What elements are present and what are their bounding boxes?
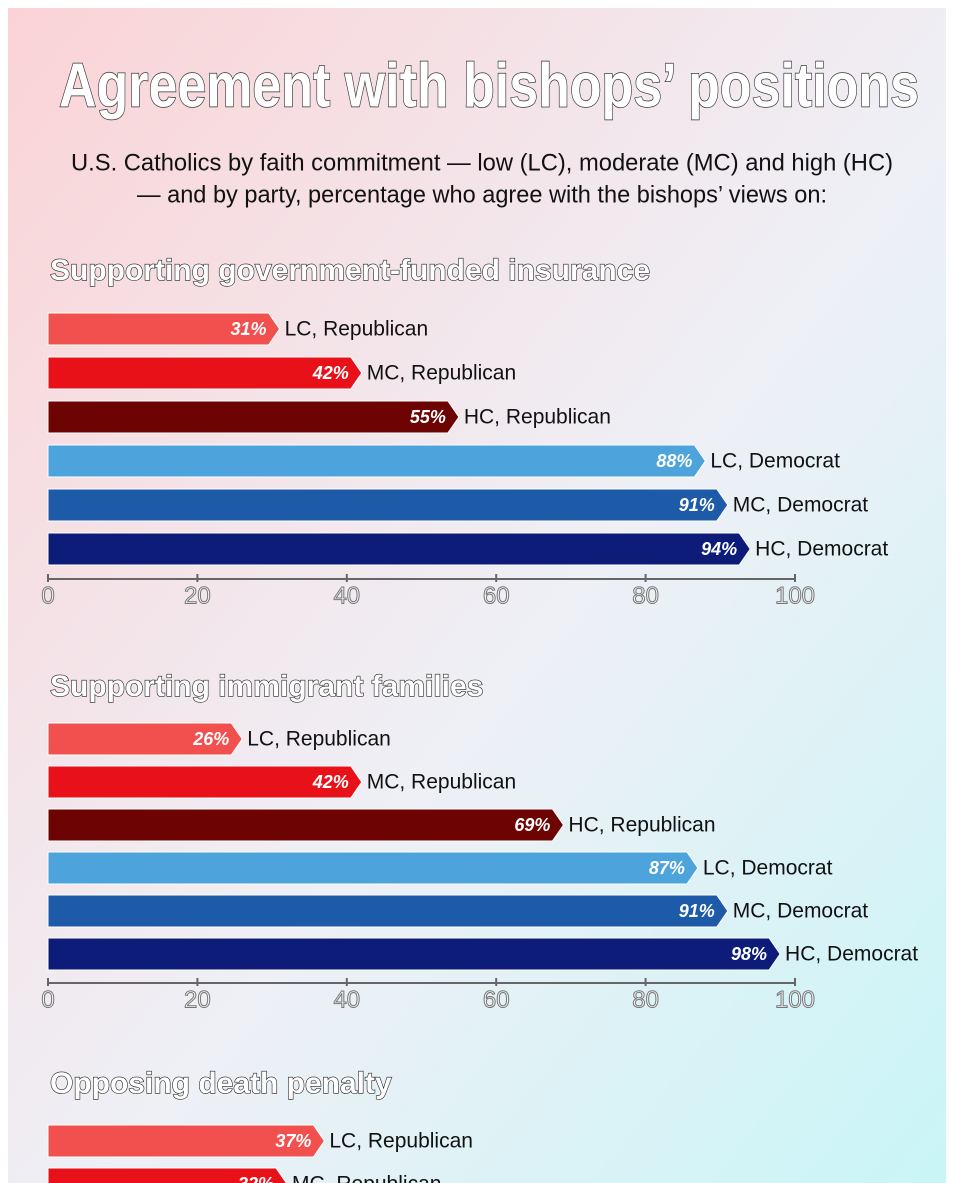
chart-title: Opposing death penalty [50,1067,392,1100]
bar [47,356,363,390]
category-label: MC, Republican [292,1173,441,1183]
value-label: 37% [275,1131,311,1151]
bar [47,532,751,566]
x-tick-label: 40 [333,986,360,1013]
value-label: 32% [238,1174,274,1183]
x-tick-label: 40 [333,582,360,609]
value-label: 69% [514,815,550,835]
value-label: 98% [731,944,767,964]
x-tick-label: 0 [41,986,54,1013]
title: Agreement with bishops’ positions [59,51,919,120]
value-label: 55% [410,407,446,427]
category-label: HC, Democrat [785,943,918,966]
background [8,8,946,1183]
value-label: 94% [701,539,737,559]
x-tick-label: 100 [775,986,815,1013]
bar [47,312,281,346]
category-label: HC, Democrat [755,538,888,561]
value-label: 26% [192,729,229,749]
subtitle: U.S. Catholics by faith commitment — low… [71,149,893,176]
category-label: MC, Republican [367,362,516,385]
x-tick-label: 20 [184,986,211,1013]
x-tick-label: 100 [775,582,815,609]
category-label: MC, Democrat [733,494,869,517]
bar [47,808,565,842]
value-label: 91% [679,901,715,921]
bar [47,765,363,799]
x-tick-label: 0 [41,582,54,609]
x-tick-label: 20 [184,582,211,609]
category-label: MC, Republican [367,771,516,794]
value-label: 88% [656,451,692,471]
value-label: 42% [312,772,349,792]
category-label: HC, Republican [568,814,715,837]
x-tick-label: 60 [483,582,510,609]
bar [47,400,460,434]
bar [47,488,729,522]
x-tick-label: 60 [483,986,510,1013]
bar [47,722,243,756]
x-tick-label: 80 [632,582,659,609]
category-label: LC, Republican [247,728,391,751]
bar [47,937,781,971]
value-label: 87% [649,858,685,878]
chart-title: Supporting immigrant families [50,670,483,703]
x-tick-label: 80 [632,986,659,1013]
bar [47,851,699,885]
category-label: HC, Republican [464,406,611,429]
bar [47,1124,325,1158]
value-label: 31% [231,319,267,339]
category-label: LC, Democrat [710,450,840,473]
category-label: LC, Republican [285,318,429,341]
value-label: 42% [312,363,349,383]
category-label: LC, Republican [329,1130,473,1153]
category-label: LC, Democrat [703,857,833,880]
chart-title: Supporting government-funded insurance [50,254,650,287]
bar [47,1167,287,1183]
bar [47,894,729,928]
subtitle: — and by party, percentage who agree wit… [137,181,827,208]
category-label: MC, Democrat [733,900,869,923]
value-label: 91% [679,495,715,515]
bar [47,444,706,478]
